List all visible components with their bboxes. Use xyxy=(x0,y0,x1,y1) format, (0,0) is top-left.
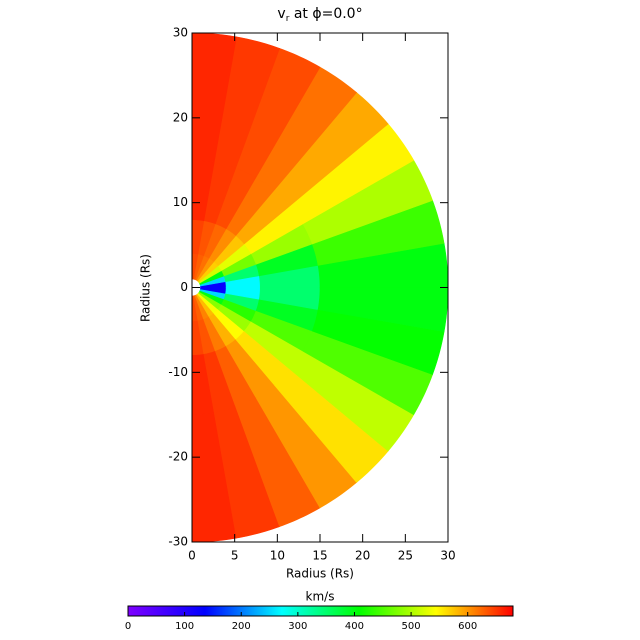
colorbar-tick-label: 100 xyxy=(175,621,194,632)
title-rest: at ϕ=0.0° xyxy=(289,6,362,22)
x-tick-label: 30 xyxy=(440,549,455,563)
y-tick-label: 20 xyxy=(173,110,188,124)
colorbar-tick-label: 200 xyxy=(232,621,251,632)
colorbar-tick-label: 500 xyxy=(402,621,421,632)
y-tick-label: -10 xyxy=(168,365,188,379)
y-tick-label: -30 xyxy=(168,535,188,549)
colorbar-tick-label: 0 xyxy=(125,621,131,632)
colorbar-title: km/s xyxy=(306,590,335,604)
x-tick-label: 15 xyxy=(312,549,327,563)
x-axis-title: Radius (Rs) xyxy=(286,567,354,581)
colorbar xyxy=(127,605,514,617)
y-tick-label: 0 xyxy=(180,280,188,294)
x-tick-label: 20 xyxy=(355,549,370,563)
x-tick-label: 25 xyxy=(398,549,413,563)
title-main: v xyxy=(277,6,285,22)
x-tick-label: 10 xyxy=(270,549,285,563)
y-tick-label: 30 xyxy=(173,26,188,40)
y-axis-title: Radius (Rs) xyxy=(139,254,153,322)
x-tick-label: 0 xyxy=(188,549,196,563)
colorbar-tick-label: 300 xyxy=(288,621,307,632)
colorbar-tick-label: 600 xyxy=(458,621,477,632)
y-tick-label: -20 xyxy=(168,450,188,464)
y-tick-label: 10 xyxy=(173,195,188,209)
title-sub: r xyxy=(286,14,290,24)
x-tick-label: 5 xyxy=(231,549,239,563)
chart-title: vr at ϕ=0.0° xyxy=(277,6,362,24)
colorbar-tick-label: 400 xyxy=(345,621,364,632)
